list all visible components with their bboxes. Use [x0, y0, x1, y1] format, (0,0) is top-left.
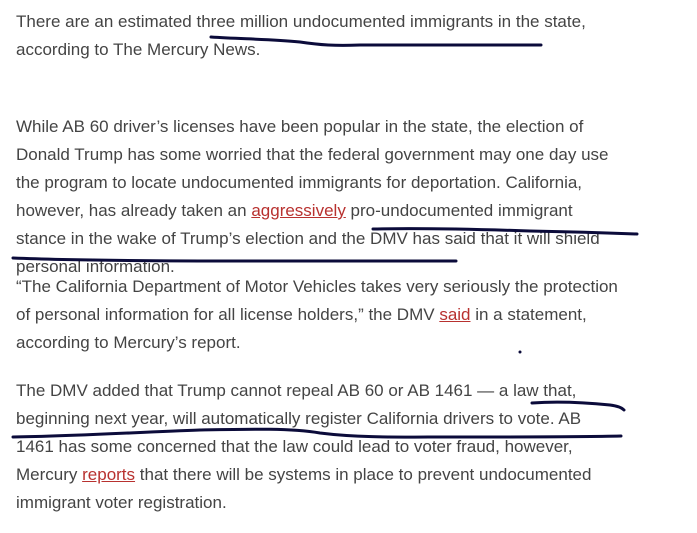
- text-segment: however, has already taken an: [16, 201, 252, 220]
- annotation-dot: [518, 350, 522, 354]
- text-segment: according to Mercury’s report.: [16, 333, 241, 352]
- text-segment: that there will be systems in place to p…: [135, 465, 592, 484]
- inline-link[interactable]: aggressively: [251, 201, 346, 220]
- text-segment: The DMV added that Trump cannot repeal A…: [16, 381, 577, 400]
- text-segment: of personal information for all license …: [16, 305, 440, 324]
- text-segment: While AB 60 driver’s licenses have been …: [16, 117, 584, 136]
- text-line: however, has already taken an aggressive…: [16, 197, 573, 225]
- text-segment: in a statement,: [470, 305, 587, 324]
- text-segment: according to The Mercury News.: [16, 40, 261, 59]
- text-line: beginning next year, will automatically …: [16, 405, 581, 433]
- text-segment: “The California Department of Motor Vehi…: [16, 277, 618, 296]
- text-line: There are an estimated three million und…: [16, 8, 586, 36]
- text-segment: Donald Trump has some worried that the f…: [16, 145, 609, 164]
- text-segment: beginning next year, will automatically …: [16, 409, 582, 428]
- text-line: While AB 60 driver’s licenses have been …: [16, 113, 583, 141]
- text-line: immigrant voter registration.: [16, 489, 227, 517]
- text-segment: pro-undocumented immigrant: [345, 201, 573, 220]
- text-line: according to Mercury’s report.: [16, 329, 241, 357]
- text-line: Donald Trump has some worried that the f…: [16, 141, 609, 169]
- text-line: according to The Mercury News.: [16, 36, 260, 64]
- text-line: The DMV added that Trump cannot repeal A…: [16, 377, 576, 405]
- inline-link[interactable]: said: [439, 305, 471, 324]
- text-segment: There are an estimated three million und…: [16, 12, 586, 31]
- annotation-underline-three-million: [209, 35, 543, 47]
- text-line: Mercury reports that there will be syste…: [16, 461, 591, 489]
- text-line: the program to locate undocumented immig…: [16, 169, 582, 197]
- text-segment: stance in the wake of Trump’s election a…: [16, 229, 600, 248]
- text-segment: the program to locate undocumented immig…: [16, 173, 583, 192]
- text-line: stance in the wake of Trump’s election a…: [16, 225, 600, 253]
- inline-link[interactable]: reports: [82, 465, 136, 484]
- text-segment: 1461 has some concerned that the law cou…: [16, 437, 573, 456]
- text-line: of personal information for all license …: [16, 301, 587, 329]
- text-segment: immigrant voter registration.: [16, 493, 227, 512]
- text-line: “The California Department of Motor Vehi…: [16, 273, 618, 301]
- text-segment: Mercury: [16, 465, 83, 484]
- text-line: 1461 has some concerned that the law cou…: [16, 433, 573, 461]
